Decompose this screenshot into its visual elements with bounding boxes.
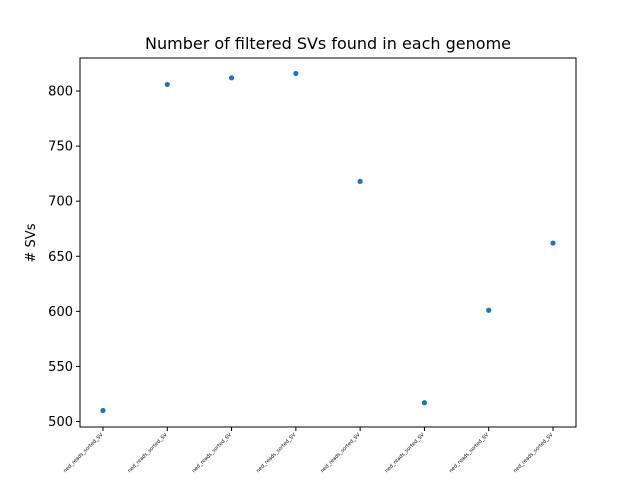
y-tick-label: 700 [48,195,73,210]
data-point [164,81,170,88]
y-tick-label: 600 [48,305,73,320]
y-tick-label: 750 [48,140,73,155]
y-tick-label: 800 [48,85,73,100]
y-axis: 500 550 600 650 700 750 800 [48,85,80,430]
plot-area-frame [79,57,577,428]
data-point [357,178,363,184]
y-tick-label: 550 [48,360,73,375]
y-axis-label: # SVs [24,223,39,262]
data-point [228,75,235,81]
y-tick-label: 650 [48,250,73,265]
data-point [100,407,106,414]
y-tick-label: 500 [48,415,73,430]
data-points [100,70,556,414]
data-point [293,70,299,77]
data-point [550,240,556,246]
chart-title: Number of filtered SVs found in each gen… [145,34,511,53]
data-point [486,307,492,313]
data-point [421,400,428,406]
